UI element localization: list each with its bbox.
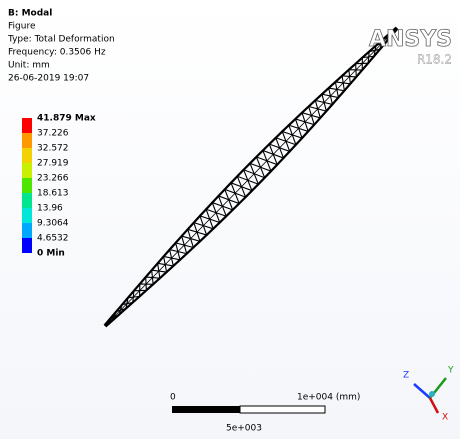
- header-line: Type: Total Deformation: [7, 35, 115, 45]
- header-line: Unit: mm: [8, 61, 50, 71]
- header-line: Figure: [8, 22, 36, 32]
- legend-label: 32.572: [37, 144, 69, 154]
- triad-z-label: Z: [403, 371, 409, 381]
- legend-band: [22, 238, 32, 253]
- triad-x-label: X: [442, 413, 448, 423]
- page: ANSYS R18.2 0 1e+004 (mm) 5e+003 Z Y X B…: [0, 0, 460, 439]
- header-line: Frequency: 0.3506 Hz: [8, 48, 106, 58]
- scale-bar-black: [172, 406, 240, 413]
- header-title: B: Modal: [8, 9, 52, 19]
- legend-band: [22, 148, 32, 163]
- header-line: 26-06-2019 19:07: [8, 74, 89, 84]
- logo-name: ANSYS: [369, 27, 452, 52]
- legend-label: 23.266: [37, 174, 69, 184]
- legend-label: 0 Min: [37, 249, 65, 259]
- legend-label: 27.919: [37, 159, 69, 169]
- triad-origin: [429, 391, 435, 397]
- background: [0, 0, 460, 439]
- legend-band: [22, 178, 32, 193]
- legend-band: [22, 133, 32, 148]
- legend-label: 9.3064: [37, 219, 69, 229]
- logo-version: R18.2: [417, 53, 452, 67]
- scale-start: 0: [170, 393, 176, 403]
- legend-label: 4.6532: [37, 234, 69, 244]
- legend-band: [22, 193, 32, 208]
- legend-band: [22, 118, 32, 133]
- legend-band: [22, 223, 32, 238]
- legend-label: 13.96: [37, 204, 63, 214]
- legend-label: 37.226: [37, 129, 69, 139]
- legend-label: 18.613: [37, 189, 69, 199]
- scale-bar-white: [240, 406, 325, 413]
- viewport: ANSYS R18.2 0 1e+004 (mm) 5e+003 Z Y X B…: [0, 0, 460, 439]
- triad-y-label: Y: [447, 366, 454, 376]
- legend-label: 41.879 Max: [37, 114, 96, 124]
- legend-band: [22, 208, 32, 223]
- legend-band: [22, 163, 32, 178]
- scale-end: 1e+004 (mm): [297, 393, 360, 403]
- scale-mid: 5e+003: [226, 424, 262, 434]
